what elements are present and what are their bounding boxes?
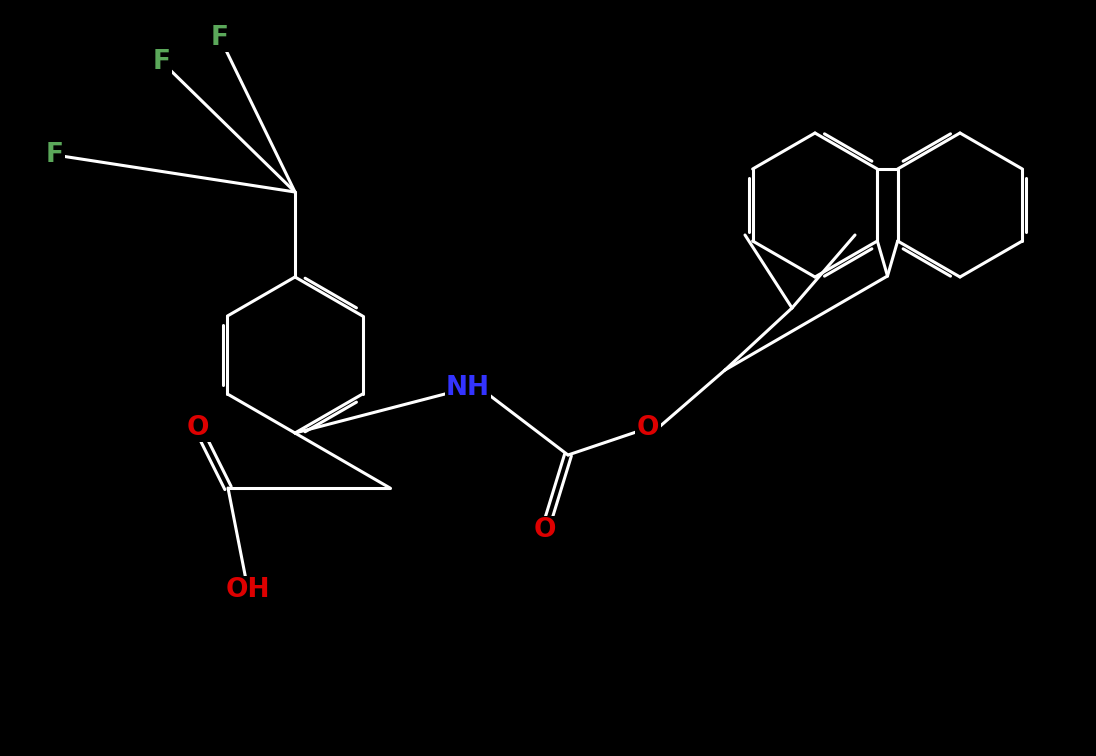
Text: F: F	[46, 142, 64, 168]
Text: O: O	[637, 415, 660, 441]
Text: F: F	[212, 25, 229, 51]
Text: NH: NH	[446, 375, 490, 401]
Text: O: O	[534, 517, 557, 543]
Text: O: O	[186, 415, 209, 441]
Text: F: F	[153, 49, 171, 75]
Text: OH: OH	[226, 577, 271, 603]
